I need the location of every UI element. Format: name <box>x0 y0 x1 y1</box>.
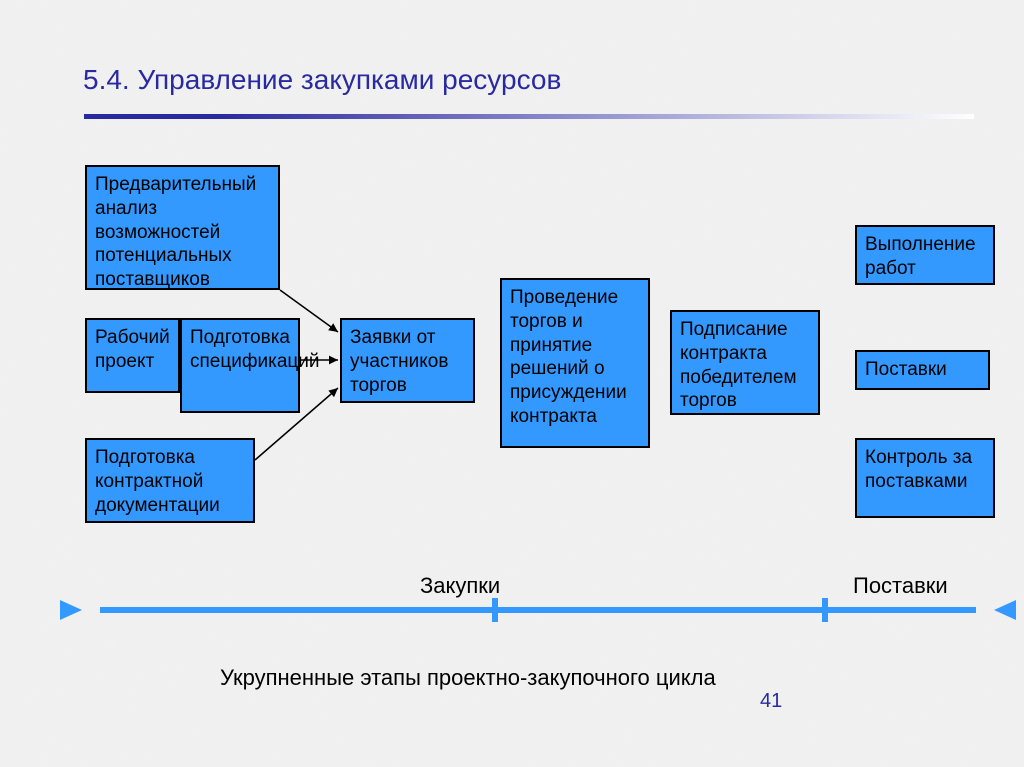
axis-label: Закупки <box>420 573 500 599</box>
slide-title: 5.4. Управление закупками ресурсов <box>83 64 561 96</box>
axis-label: Поставки <box>853 573 948 599</box>
node-work_project: Рабочий проект <box>85 318 180 393</box>
node-prep_contract: Подготовка контрактной документации <box>85 438 255 523</box>
node-control: Контроль за поставками <box>855 438 995 518</box>
page-number: 41 <box>760 690 782 713</box>
node-prep_spec: Подготовка спецификаций <box>180 318 300 413</box>
node-tenders: Проведение торгов и принятие решений о п… <box>500 278 650 448</box>
node-deliveries: Поставки <box>855 350 990 390</box>
node-pre_analysis: Предварительный анализ возможностей поте… <box>85 165 280 290</box>
title-underline <box>84 114 219 119</box>
node-bids: Заявки от участников торгов <box>340 318 475 403</box>
slide-caption: Укрупненные этапы проектно-закупочного ц… <box>220 665 716 691</box>
node-execute: Выполнение работ <box>855 225 995 285</box>
node-sign: Подписание контракта победителем торгов <box>670 310 820 415</box>
slide: 5.4. Управление закупками ресурсов Предв… <box>0 0 1024 767</box>
